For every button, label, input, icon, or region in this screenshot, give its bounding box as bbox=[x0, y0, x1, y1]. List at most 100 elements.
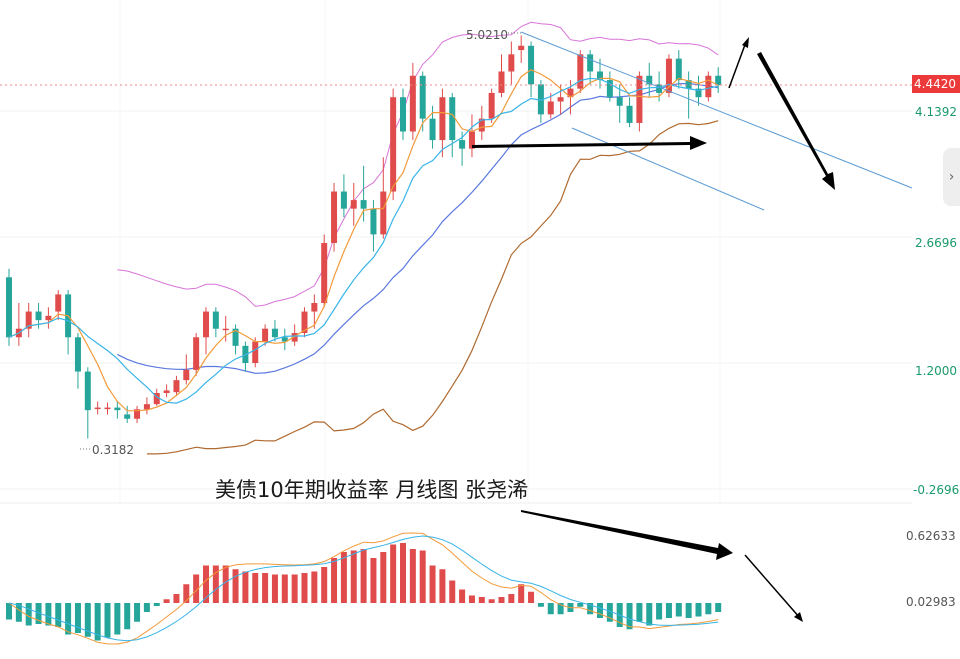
macd-bar bbox=[153, 603, 160, 606]
annotations: 5.0210 0.3182 bbox=[0, 28, 912, 457]
chevron-right-icon: › bbox=[948, 169, 955, 185]
macd-bar bbox=[488, 599, 495, 603]
candle-body bbox=[636, 75, 643, 123]
down-arrow bbox=[757, 52, 835, 190]
macd-bar bbox=[419, 550, 426, 603]
candle-body bbox=[222, 328, 229, 331]
candle-body bbox=[616, 97, 623, 106]
macd-bar bbox=[291, 574, 298, 603]
macd-bar bbox=[606, 603, 613, 622]
macd-dif-line bbox=[8, 532, 719, 645]
candle-body bbox=[252, 341, 259, 363]
up-arrow-head bbox=[742, 37, 749, 48]
y-axis: 4.4420 4.1392 2.6696 1.2000 -0.2696 0.62… bbox=[906, 75, 960, 609]
macd-arrow-down-line bbox=[744, 554, 801, 619]
macd-bar bbox=[439, 569, 446, 603]
high-label: 5.0210 bbox=[466, 28, 508, 42]
ma-fast-line bbox=[8, 69, 719, 412]
candle-body bbox=[606, 80, 613, 98]
candle-body bbox=[380, 191, 387, 235]
candle-body bbox=[183, 369, 190, 381]
bollinger-upper-line bbox=[117, 21, 719, 307]
macd-panel bbox=[6, 532, 722, 645]
bollinger-middle-line bbox=[117, 82, 719, 374]
candle-body bbox=[419, 75, 426, 119]
candle-body bbox=[84, 371, 91, 411]
candle-body bbox=[390, 97, 397, 192]
macd-bar bbox=[25, 603, 32, 626]
macd-bar bbox=[74, 603, 81, 633]
candle-body bbox=[35, 311, 42, 321]
macd-bar bbox=[15, 603, 22, 622]
candle-body bbox=[55, 294, 62, 312]
candle-body bbox=[124, 414, 131, 419]
macd-bar bbox=[252, 573, 259, 603]
macd-bar bbox=[380, 552, 387, 603]
y-tick-label: 2.6696 bbox=[915, 236, 957, 250]
price-tag-label: 4.4420 bbox=[914, 77, 956, 91]
macd-bar bbox=[518, 584, 525, 603]
candle-body bbox=[665, 58, 672, 93]
macd-bar bbox=[262, 573, 269, 603]
candle-body bbox=[291, 332, 298, 342]
macd-bar bbox=[537, 603, 544, 607]
candle-body bbox=[626, 105, 633, 123]
candle-body bbox=[104, 407, 111, 410]
macd-bar bbox=[134, 603, 141, 622]
candle-body bbox=[498, 71, 505, 93]
macd-bar bbox=[84, 603, 91, 637]
candle-body bbox=[370, 208, 377, 235]
candle-body bbox=[537, 84, 544, 115]
macd-bar bbox=[232, 569, 239, 603]
candle-body bbox=[281, 337, 288, 342]
candle-body bbox=[6, 277, 12, 338]
candle-body bbox=[587, 54, 594, 72]
expand-panel-button[interactable]: › bbox=[943, 148, 960, 206]
chart-title: 美债10年期收益率 月线图 张尧浠 bbox=[215, 478, 528, 502]
macd-bar bbox=[193, 574, 200, 603]
candle-body bbox=[271, 328, 278, 338]
candle-body bbox=[350, 200, 357, 209]
macd-bar bbox=[557, 603, 564, 615]
y-tick-label: -0.2696 bbox=[913, 483, 959, 497]
candle-body bbox=[656, 84, 663, 93]
candle-body bbox=[143, 404, 150, 410]
macd-bar bbox=[183, 584, 190, 603]
candle-body bbox=[429, 118, 436, 141]
horizontal-arrow bbox=[472, 136, 707, 150]
candle-body bbox=[409, 75, 416, 132]
macd-bar bbox=[360, 549, 367, 603]
macd-bar bbox=[390, 544, 397, 603]
candle-body bbox=[94, 407, 101, 410]
candle-body bbox=[193, 337, 200, 370]
macd-bar bbox=[685, 603, 692, 618]
candle-body bbox=[557, 97, 564, 102]
macd-bar bbox=[281, 574, 288, 603]
macd-bar bbox=[242, 571, 249, 603]
macd-bar bbox=[459, 589, 466, 603]
candle-body bbox=[74, 337, 81, 372]
macd-bar bbox=[271, 574, 278, 603]
macd-bar bbox=[222, 565, 229, 603]
y-tick-label: 1.2000 bbox=[915, 364, 957, 378]
macd-bar bbox=[350, 550, 357, 603]
candle-body bbox=[675, 58, 682, 81]
candle-body bbox=[567, 88, 574, 98]
macd-bar bbox=[35, 603, 42, 624]
candle-body bbox=[114, 407, 121, 411]
macd-bar bbox=[597, 603, 603, 618]
trend-drawings bbox=[472, 31, 913, 622]
macd-bar bbox=[321, 567, 328, 603]
channel-lower-line bbox=[571, 127, 765, 211]
moving-averages bbox=[8, 69, 719, 412]
candle-body bbox=[488, 92, 495, 119]
candle-body bbox=[153, 393, 160, 405]
macd-bar bbox=[675, 603, 682, 617]
y-tick-label: 4.1392 bbox=[915, 105, 957, 119]
candle-body bbox=[25, 311, 32, 329]
macd-bar bbox=[577, 603, 584, 607]
macd-bar bbox=[6, 603, 12, 620]
macd-bar bbox=[498, 597, 505, 603]
macd-bar bbox=[468, 595, 475, 603]
